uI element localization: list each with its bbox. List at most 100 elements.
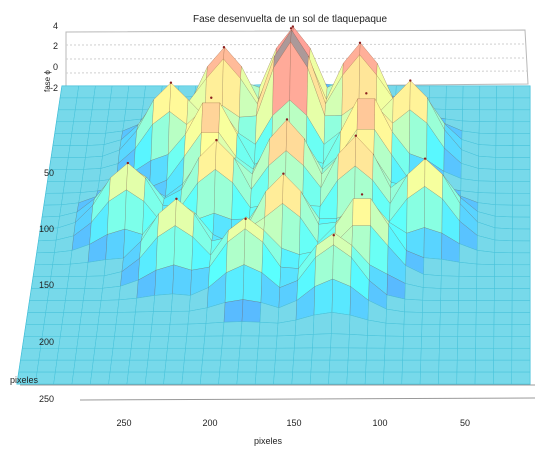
surface-patch (495, 169, 514, 182)
surface-patch (29, 288, 50, 301)
surface-patch (511, 347, 531, 361)
phase-surface (16, 26, 531, 385)
surface-patch (169, 310, 190, 325)
surface-patch (512, 216, 531, 230)
y-tick-label: 50 (44, 168, 54, 178)
surface-patch (91, 359, 112, 373)
surface-patch (132, 324, 153, 337)
surface-patch (130, 336, 151, 349)
chart-title: Fase desenvuelta de un sol de tlaquepaqu… (193, 14, 387, 25)
surface-patch (258, 321, 279, 337)
surface-patch (90, 371, 111, 385)
surface-patch (111, 347, 132, 361)
surface-patch (239, 335, 260, 349)
surface-patch (495, 133, 514, 146)
surface-patch (475, 312, 495, 325)
surface-patch (73, 359, 94, 373)
surface-patch (236, 371, 257, 385)
surface-patch (90, 109, 110, 122)
surface-patch (478, 132, 497, 146)
surface-patch (460, 178, 479, 193)
surface-peak-point (244, 217, 247, 221)
surface-patch (511, 359, 531, 373)
surface-patch (76, 85, 96, 99)
surface-patch (62, 180, 83, 194)
z-gridline (65, 57, 527, 60)
surface-patch (82, 287, 103, 301)
surface-patch (496, 97, 514, 111)
surface-patch (150, 324, 171, 337)
surface-patch (38, 347, 59, 361)
surface-patch (219, 359, 240, 373)
surface-peak-point (360, 193, 364, 196)
surface-patch (403, 311, 423, 325)
surface-patch (445, 85, 464, 99)
surface-patch (312, 312, 333, 335)
surface-patch (422, 287, 442, 301)
surface-patch (346, 371, 366, 385)
surface-patch (494, 288, 513, 301)
surface-patch (291, 371, 312, 385)
surface-patch (403, 323, 423, 337)
surface-patch (429, 85, 447, 99)
surface-peak-point (365, 92, 368, 95)
surface-patch (96, 324, 117, 337)
surface-patch (456, 347, 476, 361)
surface-patch (440, 300, 459, 313)
surface-patch (478, 168, 496, 182)
surface-patch (474, 371, 494, 385)
surface-patch (365, 359, 385, 373)
surface-patch (255, 359, 276, 373)
surface-patch (476, 276, 495, 289)
surface-patch (292, 359, 312, 373)
surface-patch (458, 261, 478, 277)
surface-patch (81, 300, 102, 313)
z-tick-label: -2 (50, 83, 58, 93)
surface-patch (71, 371, 93, 385)
surface-patch (27, 300, 48, 313)
surface-patch (35, 371, 56, 385)
surface-patch (512, 264, 531, 277)
surface-patch (202, 347, 223, 361)
z-axis-label: fase ϕ (43, 70, 52, 92)
surface-patch (151, 311, 172, 325)
surface-patch (511, 276, 531, 289)
surface-patch (32, 264, 53, 277)
surface-patch (83, 155, 103, 170)
surface-patch (512, 109, 531, 123)
surface-patch (149, 336, 169, 349)
surface-patch (99, 299, 120, 313)
surface-patch (60, 324, 81, 337)
surface-patch (511, 312, 531, 325)
surface-patch (146, 359, 167, 373)
surface-patch (511, 300, 531, 313)
surface-patch (512, 204, 531, 218)
surface-patch (384, 347, 404, 361)
surface-peak-point (354, 134, 357, 137)
surface-patch (68, 262, 89, 277)
surface-patch (125, 97, 145, 110)
surface-peak-point (169, 81, 173, 84)
z-tick-label: 2 (53, 41, 58, 51)
surface-patch (107, 109, 127, 122)
surface-patch (18, 359, 40, 373)
surface-peak-point (423, 157, 427, 160)
surface-patch (94, 336, 115, 349)
surface-patch (309, 371, 330, 385)
surface-patch (493, 300, 513, 313)
surface-patch (439, 336, 458, 349)
surface-patch (66, 276, 87, 289)
surface-patch (273, 371, 293, 385)
surface-patch (496, 85, 514, 99)
surface-patch (511, 288, 531, 301)
surface-patch (34, 252, 55, 266)
surface-patch (479, 85, 497, 99)
surface-patch (462, 85, 481, 99)
surface-patch (479, 109, 497, 122)
surface-peak-point (332, 234, 335, 237)
surface-patch (203, 335, 224, 349)
surface-patch (329, 347, 349, 361)
surface-patch (474, 359, 494, 373)
surface-patch (494, 252, 513, 266)
surface-patch (440, 275, 460, 289)
